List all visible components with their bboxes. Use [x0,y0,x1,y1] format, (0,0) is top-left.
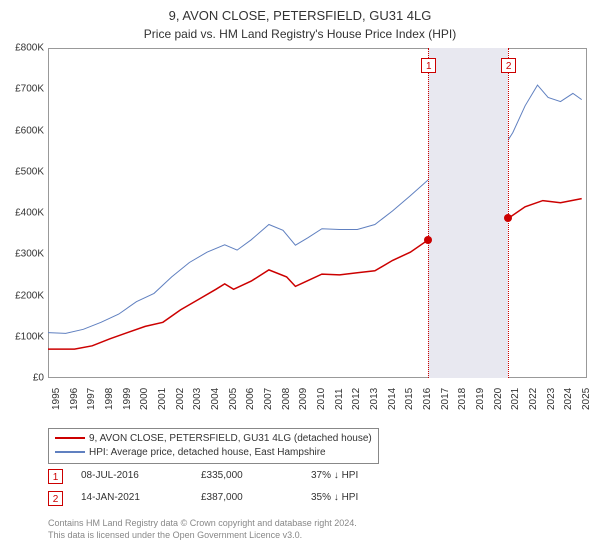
x-tick-label: 2021 [510,388,521,410]
x-tick-label: 2020 [493,388,504,410]
x-tick-label: 2025 [581,388,592,410]
x-tick-label: 1998 [104,388,115,410]
x-tick-label: 1997 [86,388,97,410]
sale-pct: 37% ↓ HPI [311,468,358,484]
x-tick-label: 2009 [298,388,309,410]
legend-swatch-hpi [55,451,85,453]
sale-vline-2 [508,48,509,378]
highlight-band [428,48,508,378]
x-tick-label: 2018 [457,388,468,410]
sale-marker-box-2: 2 [501,58,516,73]
legend-label-property: 9, AVON CLOSE, PETERSFIELD, GU31 4LG (de… [89,433,372,444]
attribution-line-2: This data is licensed under the Open Gov… [48,529,357,541]
sale-vline-1 [428,48,429,378]
x-tick-label: 1995 [51,388,62,410]
x-tick-label: 1996 [69,388,80,410]
x-tick-label: 2000 [139,388,150,410]
sale-row-1: 1 08-JUL-2016£335,00037% ↓ HPI [48,468,358,484]
x-tick-label: 2001 [157,388,168,410]
y-tick-label: £200K [4,290,44,301]
x-tick-label: 2015 [404,388,415,410]
y-tick-label: £100K [4,331,44,342]
attribution-line-1: Contains HM Land Registry data © Crown c… [48,517,357,529]
x-tick-label: 2004 [210,388,221,410]
x-tick-label: 2005 [228,388,239,410]
y-tick-label: £500K [4,166,44,177]
y-tick-label: £700K [4,84,44,95]
legend: 9, AVON CLOSE, PETERSFIELD, GU31 4LG (de… [48,428,379,464]
sale-marker-box-1: 1 [421,58,436,73]
legend-item-hpi: HPI: Average price, detached house, East… [55,446,372,460]
x-tick-label: 2007 [263,388,274,410]
legend-swatch-property [55,437,85,439]
x-tick-label: 2010 [316,388,327,410]
legend-item-property: 9, AVON CLOSE, PETERSFIELD, GU31 4LG (de… [55,432,372,446]
y-tick-label: £800K [4,43,44,54]
sale-point-2 [504,214,512,222]
x-tick-label: 1999 [122,388,133,410]
x-tick-label: 2023 [546,388,557,410]
legend-label-hpi: HPI: Average price, detached house, East… [89,447,326,458]
x-tick-label: 2012 [351,388,362,410]
x-tick-label: 2022 [528,388,539,410]
y-tick-label: £300K [4,249,44,260]
x-tick-label: 2003 [192,388,203,410]
sale-price: £387,000 [201,490,311,506]
sale-row-box: 2 [48,491,63,506]
x-tick-label: 2019 [475,388,486,410]
sale-date: 14-JAN-2021 [81,490,201,506]
y-tick-label: £0 [4,373,44,384]
x-tick-label: 2002 [175,388,186,410]
x-tick-label: 2008 [281,388,292,410]
sale-date: 08-JUL-2016 [81,468,201,484]
sale-row-box: 1 [48,469,63,484]
x-tick-label: 2013 [369,388,380,410]
sale-point-1 [424,236,432,244]
y-tick-label: £600K [4,125,44,136]
x-tick-label: 2011 [334,388,345,410]
y-tick-label: £400K [4,208,44,219]
sale-row-2: 2 14-JAN-2021£387,00035% ↓ HPI [48,490,358,506]
x-tick-label: 2014 [387,388,398,410]
x-tick-label: 2017 [440,388,451,410]
x-tick-label: 2006 [245,388,256,410]
sale-price: £335,000 [201,468,311,484]
x-tick-label: 2024 [563,388,574,410]
x-tick-label: 2016 [422,388,433,410]
attribution: Contains HM Land Registry data © Crown c… [48,517,357,541]
sale-pct: 35% ↓ HPI [311,490,358,506]
